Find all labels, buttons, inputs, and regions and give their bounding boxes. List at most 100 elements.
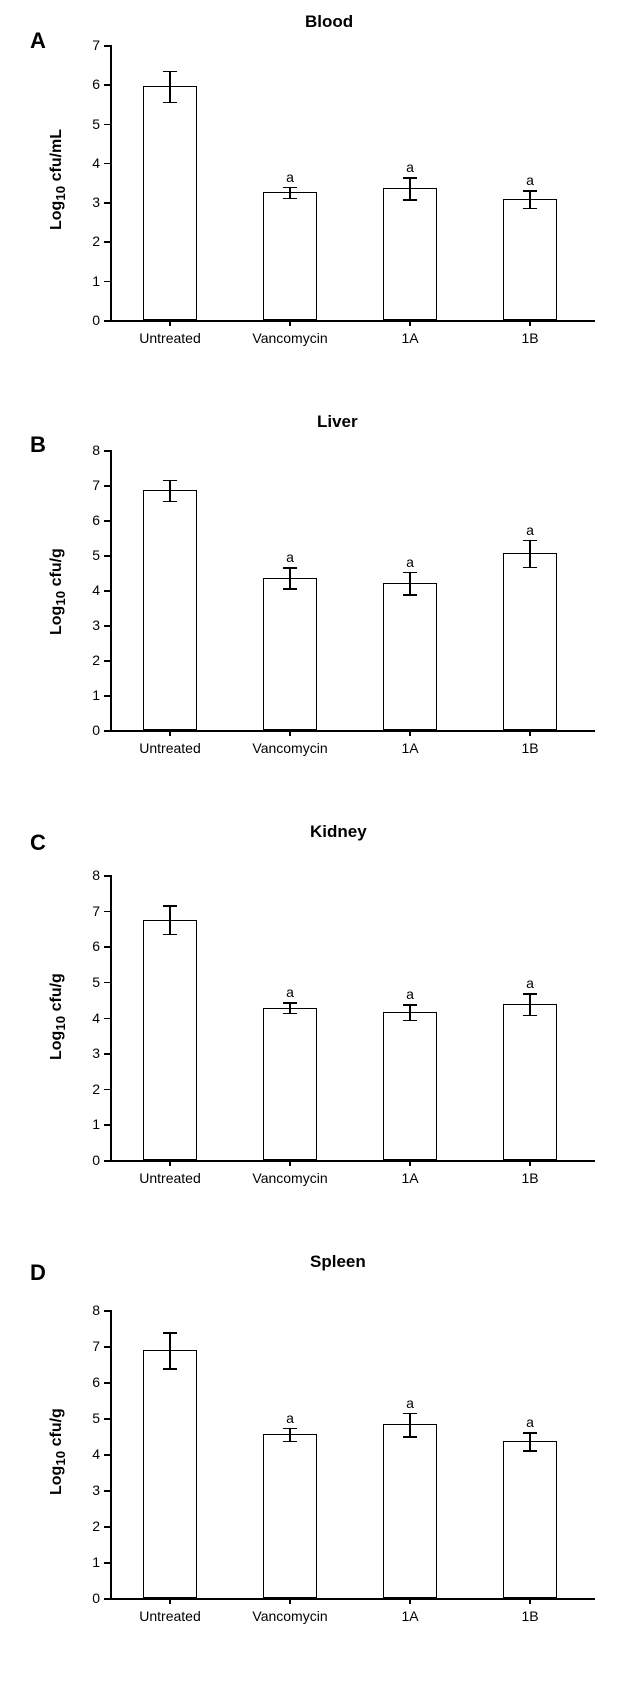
y-tick — [104, 625, 110, 627]
panel-letter: C — [30, 830, 46, 856]
error-cap — [403, 177, 416, 179]
bar — [503, 553, 557, 730]
chart-panel-a: ABlood01234567UntreatedVancomycina1Aa1Ba… — [0, 10, 641, 380]
error-bar — [169, 905, 171, 934]
bar — [263, 1008, 317, 1160]
error-cap — [283, 1002, 296, 1004]
y-tick — [104, 1562, 110, 1564]
bar — [383, 1012, 437, 1160]
y-tick-label: 7 — [70, 903, 100, 919]
y-tick-label: 8 — [70, 442, 100, 458]
y-tick — [104, 695, 110, 697]
x-tick-label: Vancomycin — [240, 1608, 340, 1624]
y-tick-label: 8 — [70, 867, 100, 883]
y-tick — [104, 1490, 110, 1492]
significance-marker: a — [520, 975, 540, 991]
x-tick-label: 1B — [480, 740, 580, 756]
y-tick-label: 6 — [70, 938, 100, 954]
error-cap — [163, 934, 176, 936]
y-tick — [104, 946, 110, 948]
error-cap — [403, 1004, 416, 1006]
error-cap — [523, 993, 536, 995]
error-bar — [289, 187, 291, 198]
y-tick-label: 7 — [70, 1338, 100, 1354]
y-tick — [104, 1160, 110, 1162]
y-tick — [104, 1124, 110, 1126]
y-tick-label: 6 — [70, 76, 100, 92]
y-tick — [104, 320, 110, 322]
error-cap — [403, 1020, 416, 1022]
error-cap — [403, 572, 416, 574]
y-tick — [104, 45, 110, 47]
error-cap — [283, 1428, 296, 1430]
x-tick — [529, 320, 531, 326]
y-tick-label: 0 — [70, 1590, 100, 1606]
error-bar — [529, 190, 531, 207]
error-cap — [163, 102, 176, 104]
x-tick — [529, 1160, 531, 1166]
error-cap — [283, 1441, 296, 1443]
x-axis-line — [110, 320, 595, 322]
y-axis-line — [110, 450, 112, 730]
error-cap — [283, 1013, 296, 1015]
error-cap — [163, 480, 176, 482]
bar — [383, 188, 437, 320]
error-bar — [289, 1428, 291, 1441]
chart-title: Kidney — [310, 822, 367, 842]
bar — [503, 199, 557, 320]
error-bar — [289, 567, 291, 588]
y-tick — [104, 1454, 110, 1456]
error-cap — [523, 567, 536, 569]
y-tick-label: 5 — [70, 547, 100, 563]
x-axis-line — [110, 1160, 595, 1162]
x-tick-label: Vancomycin — [240, 330, 340, 346]
bar — [143, 86, 197, 320]
error-cap — [283, 198, 296, 200]
plot-area: 012345678UntreatedVancomycina1Aa1Ba — [110, 1310, 590, 1598]
significance-marker: a — [280, 169, 300, 185]
bar — [383, 1424, 437, 1598]
y-tick-label: 2 — [70, 1518, 100, 1534]
significance-marker: a — [400, 159, 420, 175]
error-cap — [523, 1015, 536, 1017]
significance-marker: a — [520, 172, 540, 188]
chart-panel-c: C Kidney 012345678UntreatedVancomycina1Aa1… — [0, 820, 641, 1220]
y-axis-label: Log10 cfu/g — [48, 1408, 68, 1495]
y-tick — [104, 520, 110, 522]
chart-title: Blood — [305, 12, 353, 32]
error-cap — [523, 1450, 536, 1452]
chart-title: Spleen — [310, 1252, 366, 1272]
x-tick — [409, 730, 411, 736]
x-axis-line — [110, 730, 595, 732]
significance-marker: a — [400, 1395, 420, 1411]
error-cap — [523, 1432, 536, 1434]
y-tick — [104, 555, 110, 557]
error-bar — [169, 480, 171, 501]
plot-area: 012345678UntreatedVancomycina1Aa1Ba — [110, 875, 590, 1160]
y-tick — [104, 450, 110, 452]
x-tick-label: 1B — [480, 1170, 580, 1186]
y-tick-label: 3 — [70, 1045, 100, 1061]
x-tick — [409, 320, 411, 326]
y-tick — [104, 124, 110, 126]
y-axis-line — [110, 875, 112, 1160]
error-cap — [523, 540, 536, 542]
y-tick-label: 2 — [70, 652, 100, 668]
x-tick-label: 1A — [360, 740, 460, 756]
x-tick-label: Vancomycin — [240, 740, 340, 756]
y-tick-label: 1 — [70, 1116, 100, 1132]
y-tick — [104, 982, 110, 984]
error-cap — [403, 1436, 416, 1438]
significance-marker: a — [400, 554, 420, 570]
error-cap — [283, 567, 296, 569]
y-axis-line — [110, 45, 112, 320]
y-tick-label: 0 — [70, 722, 100, 738]
y-tick — [104, 590, 110, 592]
y-tick-label: 3 — [70, 1482, 100, 1498]
y-tick — [104, 660, 110, 662]
y-tick-label: 5 — [70, 116, 100, 132]
y-tick-label: 3 — [70, 617, 100, 633]
bar — [143, 490, 197, 730]
y-tick — [104, 1418, 110, 1420]
y-tick-label: 7 — [70, 37, 100, 53]
